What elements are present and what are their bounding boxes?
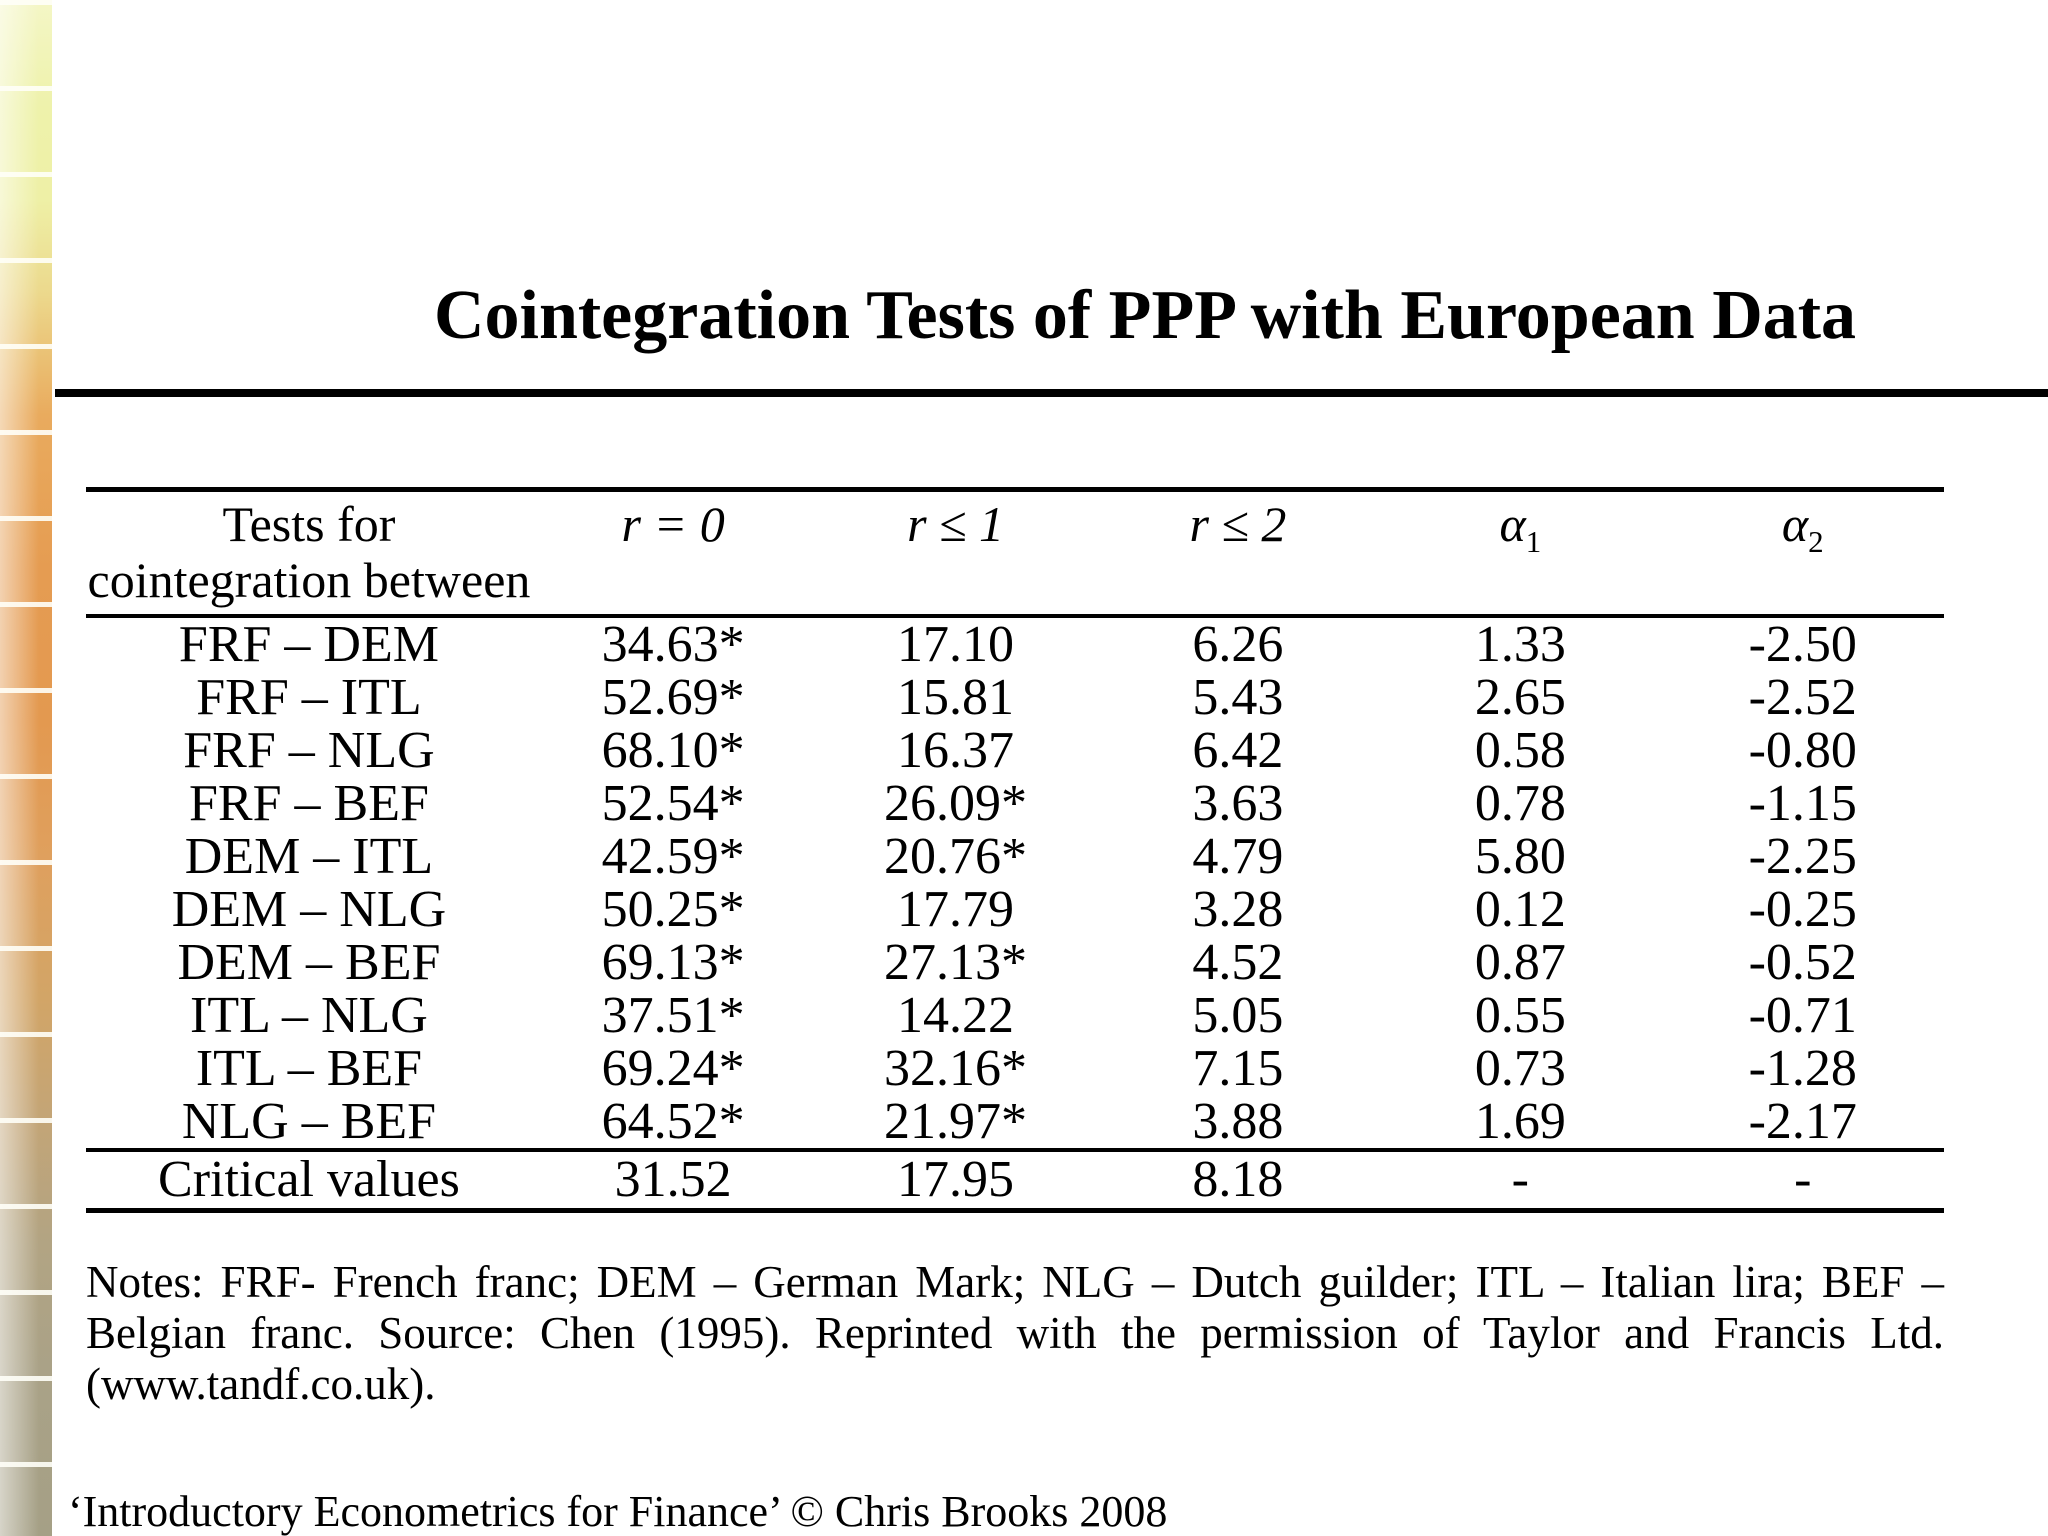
pair-cell: DEM – BEF xyxy=(177,934,441,991)
left-decoration-strip xyxy=(0,0,52,1536)
r1-cell: 17.10 xyxy=(897,616,1015,673)
table-header: Tests for cointegration between r = 0 r … xyxy=(86,489,1944,618)
alpha2-cell: -2.17 xyxy=(1748,1093,1857,1150)
table-row: DEM – NLG 50.25* 17.79 3.28 0.12 -0.25 xyxy=(86,883,1944,936)
alpha2-cell: -1.28 xyxy=(1748,1040,1857,1097)
table-row: FRF – ITL 52.69* 15.81 5.43 2.65 -2.52 xyxy=(86,671,1944,724)
alpha2-cell: -0.25 xyxy=(1748,881,1857,938)
slide-footer: ‘Introductory Econometrics for Finance’ … xyxy=(68,1487,1168,1536)
slide-title: Cointegration Tests of PPP with European… xyxy=(433,276,1857,354)
header-tests-for: Tests for cointegration between xyxy=(86,489,532,618)
table-row: NLG – BEF 64.52* 21.97* 3.88 1.69 -2.17 xyxy=(86,1095,1944,1150)
header-r-equals-0: r = 0 xyxy=(531,489,815,618)
pair-cell: ITL – BEF xyxy=(195,1040,423,1097)
critical-values-row: Critical values 31.52 17.95 8.18 - - xyxy=(86,1148,1944,1211)
r0-cell: 50.25* xyxy=(601,881,745,938)
r0-cell: 42.59* xyxy=(601,828,745,885)
r2-cell: 6.42 xyxy=(1192,722,1284,779)
table-row: ITL – BEF 69.24* 32.16* 7.15 0.73 -1.28 xyxy=(86,1042,1944,1095)
critical-values-section: Critical values 31.52 17.95 8.18 - - xyxy=(86,1148,1944,1211)
r2-cell: 3.88 xyxy=(1192,1093,1284,1150)
alpha2-cell: -0.71 xyxy=(1748,987,1857,1044)
r1-cell: 26.09* xyxy=(884,775,1028,832)
alpha1-cell: 5.80 xyxy=(1474,828,1566,885)
alpha1-cell: 0.78 xyxy=(1474,775,1566,832)
header-tests-for-line2: cointegration between xyxy=(87,552,531,608)
r1-cell: 16.37 xyxy=(897,722,1015,779)
r0-cell: 69.24* xyxy=(601,1040,745,1097)
table-row: ITL – NLG 37.51* 14.22 5.05 0.55 -0.71 xyxy=(86,989,1944,1042)
alpha1-cell: 0.12 xyxy=(1474,881,1566,938)
pair-cell: FRF – NLG xyxy=(183,722,435,779)
r1-cell: 21.97* xyxy=(884,1093,1028,1150)
r1-cell: 27.13* xyxy=(884,934,1028,991)
critical-value-r0: 31.52 xyxy=(531,1148,815,1211)
table-row: DEM – BEF 69.13* 27.13* 4.52 0.87 -0.52 xyxy=(86,936,1944,989)
critical-values-label: Critical values xyxy=(86,1148,532,1211)
table-row: FRF – BEF 52.54* 26.09* 3.63 0.78 -1.15 xyxy=(86,777,1944,830)
r0-cell: 52.69* xyxy=(601,669,745,726)
r2-cell: 5.43 xyxy=(1192,669,1284,726)
table-notes: Notes: FRF- French franc; DEM – German M… xyxy=(86,1257,1944,1409)
r2-cell: 3.63 xyxy=(1192,775,1284,832)
r2-cell: 4.79 xyxy=(1192,828,1284,885)
r2-cell: 4.52 xyxy=(1192,934,1284,991)
pair-cell: FRF – BEF xyxy=(189,775,429,832)
critical-value-r2: 8.18 xyxy=(1096,1148,1380,1211)
alpha1-cell: 1.33 xyxy=(1474,616,1566,673)
critical-value-a1: - xyxy=(1379,1148,1662,1211)
pair-cell: DEM – ITL xyxy=(184,828,434,885)
pair-cell: FRF – DEM xyxy=(178,616,439,673)
alpha1-cell: 0.73 xyxy=(1474,1040,1566,1097)
critical-value-r1: 17.95 xyxy=(814,1148,1097,1211)
cointegration-results-table: Tests for cointegration between r = 0 r … xyxy=(86,487,1944,1213)
header-row: Tests for cointegration between r = 0 r … xyxy=(86,489,1944,618)
pair-cell: DEM – NLG xyxy=(171,881,447,938)
table-row: FRF – NLG 68.10* 16.37 6.42 0.58 -0.80 xyxy=(86,724,1944,777)
r2-cell: 7.15 xyxy=(1192,1040,1284,1097)
title-divider-rule xyxy=(55,389,2048,397)
alpha2-cell: -2.52 xyxy=(1748,669,1857,726)
alpha2-cell: -2.50 xyxy=(1748,616,1857,673)
alpha2-cell: -0.80 xyxy=(1748,722,1857,779)
alpha1-cell: 0.55 xyxy=(1474,987,1566,1044)
r0-cell: 52.54* xyxy=(601,775,745,832)
r2-cell: 3.28 xyxy=(1192,881,1284,938)
table-body: FRF – DEM 34.63* 17.10 6.26 1.33 -2.50 F… xyxy=(86,616,1944,1150)
r0-cell: 37.51* xyxy=(601,987,745,1044)
table-row: FRF – DEM 34.63* 17.10 6.26 1.33 -2.50 xyxy=(86,616,1944,671)
table-row: DEM – ITL 42.59* 20.76* 4.79 5.80 -2.25 xyxy=(86,830,1944,883)
r0-cell: 34.63* xyxy=(601,616,745,673)
alpha2-cell: -1.15 xyxy=(1748,775,1857,832)
alpha2-cell: -2.25 xyxy=(1748,828,1857,885)
alpha1-cell: 2.65 xyxy=(1474,669,1566,726)
header-tests-for-line1: Tests for xyxy=(222,496,396,552)
pair-cell: NLG – BEF xyxy=(181,1093,437,1150)
header-alpha-2: α2 xyxy=(1661,489,1944,618)
r0-cell: 64.52* xyxy=(601,1093,745,1150)
header-r-lte-2: r ≤ 2 xyxy=(1096,489,1380,618)
header-alpha-1: α1 xyxy=(1379,489,1662,618)
r1-cell: 17.79 xyxy=(897,881,1015,938)
alpha1-cell: 0.87 xyxy=(1474,934,1566,991)
alpha2-cell: -0.52 xyxy=(1748,934,1857,991)
header-r-lte-1: r ≤ 1 xyxy=(814,489,1097,618)
alpha1-cell: 0.58 xyxy=(1474,722,1566,779)
r1-cell: 15.81 xyxy=(897,669,1015,726)
r1-cell: 20.76* xyxy=(884,828,1028,885)
r1-cell: 14.22 xyxy=(897,987,1015,1044)
alpha1-cell: 1.69 xyxy=(1474,1093,1566,1150)
results-table-container: Tests for cointegration between r = 0 r … xyxy=(86,487,1944,1213)
critical-value-a2: - xyxy=(1661,1148,1944,1211)
pair-cell: FRF – ITL xyxy=(196,669,422,726)
r0-cell: 69.13* xyxy=(601,934,745,991)
r2-cell: 6.26 xyxy=(1192,616,1284,673)
pair-cell: ITL – NLG xyxy=(190,987,428,1044)
r1-cell: 32.16* xyxy=(884,1040,1028,1097)
r0-cell: 68.10* xyxy=(601,722,745,779)
r2-cell: 5.05 xyxy=(1192,987,1284,1044)
